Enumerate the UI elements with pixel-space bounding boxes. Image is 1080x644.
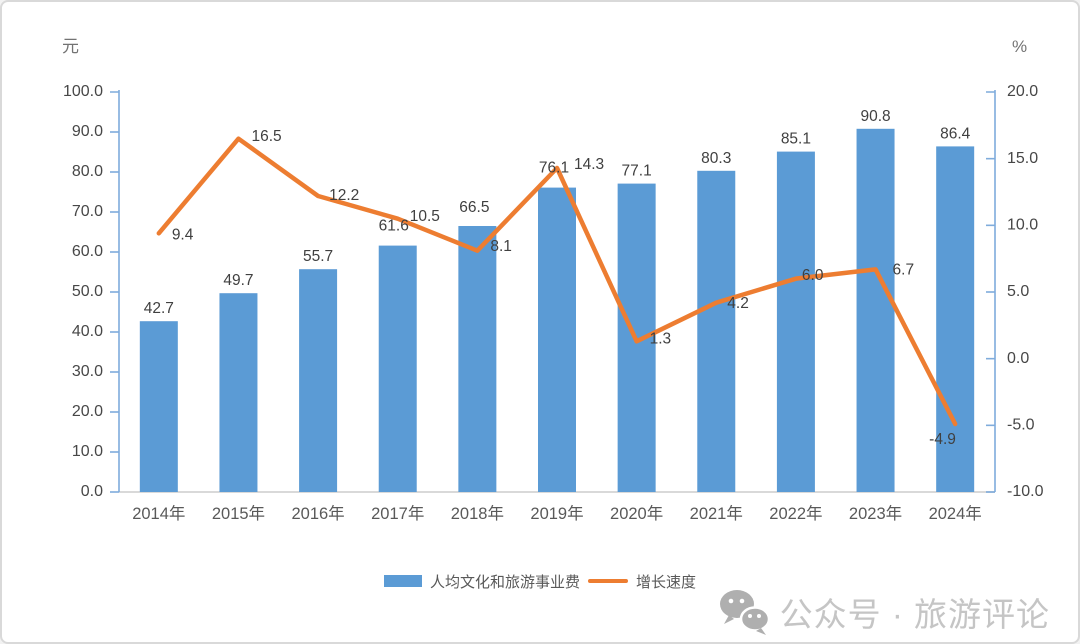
left-axis-tick-label: 70.0: [72, 203, 103, 220]
bar-value-label: 49.7: [223, 272, 253, 289]
category-label: 2016年: [291, 504, 344, 523]
line-value-label: -4.9: [929, 431, 956, 448]
left-axis: 0.0 10.0 20.0 30.0 40.0 50.0 60.0 70.0 80.0 90.0 1…: [63, 83, 120, 500]
line-value-label: 4.2: [727, 295, 749, 312]
left-axis-tick-label: 80.0: [72, 163, 103, 180]
bar-value-label: 80.3: [701, 150, 731, 167]
line-value-label: 6.7: [893, 261, 915, 278]
legend-bar-label: 人均文化和旅游事业费: [429, 573, 580, 591]
legend-item-bar-series: 人均文化和旅游事业费: [383, 571, 580, 592]
bar-value-label: 42.7: [144, 300, 174, 317]
bar-2018年: [458, 226, 497, 492]
chart-legend: 人均文化和旅游事业费 增长速度: [2, 569, 1078, 593]
line-value-label: 8.1: [490, 238, 512, 255]
category-label: 2018年: [451, 504, 504, 523]
left-axis-tick-label: 20.0: [72, 403, 103, 420]
right-axis-tick-label: -10.0: [1007, 483, 1044, 500]
bar-2023年: [856, 128, 895, 493]
bar-2019年: [538, 187, 576, 492]
legend-line-label: 增长速度: [636, 573, 697, 591]
right-axis: -10.0 -5.0 0.0 5.0 10.0 15.0 20.0: [986, 83, 1044, 500]
legend-item-line-series: 增长速度: [588, 571, 696, 592]
category-label: 2015年: [212, 504, 265, 523]
category-axis-labels: 2014年 2015年 2016年 2017年 2018年 2019年 2020年 2021年…: [132, 504, 982, 523]
bar-value-label: 86.4: [940, 125, 971, 142]
left-axis-tick-label: 50.0: [72, 283, 103, 300]
bar-2022年: [776, 151, 815, 492]
bar-value-label: 85.1: [781, 131, 811, 148]
bar-series-swatch-icon: [383, 575, 422, 587]
right-axis-tick-label: 5.0: [1007, 283, 1029, 300]
line-value-label: 12.2: [329, 187, 359, 204]
growth-line: [156, 136, 958, 427]
bar-2024年: [936, 146, 975, 492]
left-axis-tick-label: 60.0: [72, 243, 103, 260]
bar-2021年: [697, 170, 736, 493]
brand-text: 公众号 · 旅游评论: [779, 596, 1050, 633]
line-value-label: 1.3: [650, 330, 672, 347]
category-label: 2022年: [769, 504, 822, 523]
left-axis-unit-label: 元: [62, 37, 79, 56]
bar-2014年: [139, 321, 178, 492]
wechat-icon: [719, 590, 770, 635]
bars-group: [139, 128, 975, 493]
left-axis-tick-label: 30.0: [72, 363, 103, 380]
brand-watermark: 公众号 · 旅游评论: [718, 588, 1050, 636]
left-axis-tick-label: 90.0: [72, 123, 103, 140]
category-label: 2020年: [610, 504, 663, 523]
right-axis-tick-label: 0.0: [1007, 350, 1029, 367]
category-label: 2014年: [132, 504, 185, 523]
right-axis-tick-label: 15.0: [1007, 150, 1038, 167]
line-value-label: 10.5: [410, 208, 440, 225]
left-axis-tick-label: 40.0: [72, 323, 103, 340]
category-label: 2024年: [929, 504, 982, 523]
left-axis-tick-label: 0.0: [81, 483, 103, 500]
right-axis-tick-label: 10.0: [1007, 217, 1038, 234]
bar-value-label: 61.6: [379, 218, 409, 235]
left-axis-tick-label: 100.0: [63, 83, 103, 100]
category-label: 2017年: [371, 504, 424, 523]
line-value-label: 9.4: [172, 226, 194, 243]
bar-2017年: [378, 245, 417, 492]
line-data-labels: 9.4 16.5 12.2 10.5 8.1 14.3 1.3 4.2 6.0 6.7 -4.9: [172, 128, 956, 448]
bar-value-label: 76.1: [539, 160, 569, 177]
right-axis-tick-label: 20.0: [1007, 83, 1038, 100]
right-axis-tick-label: -5.0: [1007, 417, 1035, 434]
category-label: 2023年: [849, 504, 902, 523]
line-series-swatch-icon: [588, 579, 628, 583]
bar-2015年: [219, 293, 258, 492]
bar-value-label: 66.5: [459, 199, 489, 216]
right-axis-unit-label: %: [1012, 37, 1028, 56]
bar-data-labels: 42.7 49.7 55.7 61.6 66.5 76.1 77.1 80.3 85.1 90.8…: [144, 108, 971, 317]
bar-value-label: 90.8: [860, 108, 890, 125]
bar-value-label: 77.1: [622, 163, 652, 180]
bar-2016年: [299, 269, 338, 492]
line-value-label: 14.3: [574, 156, 604, 173]
line-value-label: 6.0: [802, 267, 824, 284]
category-label: 2021年: [690, 504, 743, 523]
category-label: 2019年: [530, 504, 583, 523]
bar-value-label: 55.7: [303, 248, 333, 265]
left-axis-tick-label: 10.0: [72, 443, 103, 460]
line-value-label: 16.5: [251, 128, 281, 145]
